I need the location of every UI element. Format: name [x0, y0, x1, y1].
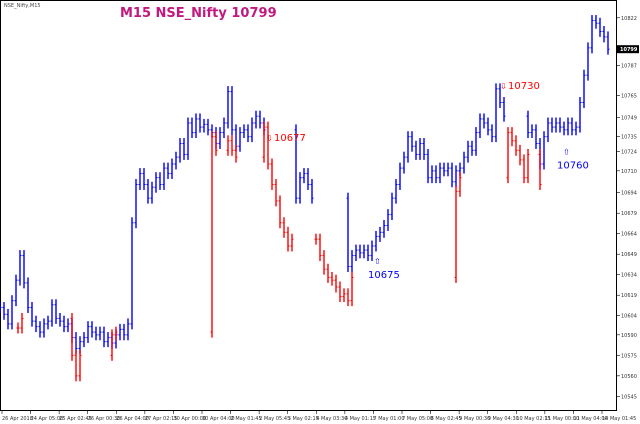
y-tick-label: 10590 — [621, 333, 637, 339]
y-tick-label: 10634 — [621, 273, 637, 279]
x-tick-label: 30 Apr 00:00 — [173, 416, 206, 422]
y-tick-label: 10545 — [621, 394, 637, 400]
current-price-marker: 10799 — [617, 45, 639, 54]
arrow-up-icon: ⇧ — [374, 257, 381, 266]
x-tick-label: 26 Apr 2018 — [2, 416, 33, 422]
annotation-label: 10675 — [368, 270, 400, 281]
x-tick-label: 4 May 01:15 — [345, 416, 376, 422]
arrow-down-icon: ⇩ — [500, 82, 507, 91]
annotations: ⇩ 10677⇩ 10730⇧10675⇧10760 — [266, 81, 589, 281]
y-tick-label: 10694 — [621, 191, 637, 197]
plot-frame — [0, 0, 617, 411]
x-tick-label: 14 May 01:45 — [602, 416, 636, 422]
y-tick-label: 10575 — [621, 353, 637, 359]
x-tick-label: 2 May 01:45 — [231, 416, 262, 422]
y-tick-label: 10735 — [621, 135, 637, 141]
x-tick-label: 9 May 00:30 — [459, 416, 490, 422]
x-tick-label: 2 May 05:45 — [259, 416, 290, 422]
arrow-down-icon: ⇩ — [266, 134, 273, 143]
x-tick-label: 11 May 04:00 — [573, 416, 607, 422]
x-tick-label: 30 Apr 04:00 — [202, 416, 235, 422]
y-tick-label: 10560 — [621, 374, 637, 380]
x-tick-label: 27 Apr 02:15 — [145, 416, 178, 422]
y-tick-label: 10604 — [621, 314, 637, 320]
x-tick-label: 11 May 00:00 — [545, 416, 579, 422]
y-tick-label: 10710 — [621, 169, 637, 175]
x-tick-label: 7 May 01:00 — [373, 416, 404, 422]
x-tick-label: 7 May 05:00 — [402, 416, 433, 422]
x-tick-label: 4 May 03:30 — [316, 416, 347, 422]
y-tick-label: 10619 — [621, 293, 637, 299]
annotation-label: 10730 — [508, 81, 540, 92]
y-tick-label: 10664 — [621, 232, 637, 238]
annotation-label: 10760 — [557, 160, 589, 171]
current-price-label: 10799 — [620, 47, 638, 53]
chart-title: M15 NSE_Nifty 10799 — [120, 6, 277, 21]
y-tick-label: 10679 — [621, 211, 637, 217]
y-tick-label: 10765 — [621, 94, 637, 100]
x-tick-label: 26 Apr 00:30 — [88, 416, 121, 422]
current-price-badge — [617, 45, 639, 54]
x-tick-label: 9 May 04:30 — [488, 416, 519, 422]
annotation-label: 10677 — [274, 133, 306, 144]
x-tick-label: 24 Apr 05:00 — [31, 416, 64, 422]
x-tick-label: 3 May 02:15 — [288, 416, 319, 422]
y-tick-label: 10724 — [621, 150, 637, 156]
y-tick-label: 10787 — [621, 64, 637, 70]
arrow-up-icon: ⇧ — [563, 147, 570, 156]
y-tick-label: 10749 — [621, 116, 637, 122]
x-tick-label: 26 Apr 04:00 — [116, 416, 149, 422]
x-tick-label: 25 Apr 02:45 — [59, 416, 92, 422]
y-tick-label: 10822 — [621, 16, 637, 22]
y-tick-label: 10649 — [621, 252, 637, 258]
y-axis: 10822 10799 10787 10765 10749 10735 10724 10710… — [616, 16, 637, 400]
price-bars — [0, 15, 610, 382]
symbol-label: NSE_Nifty,M15 — [4, 3, 41, 9]
x-tick-label: 8 May 02:45 — [431, 416, 462, 422]
x-tick-label: 10 May 02:15 — [516, 416, 550, 422]
